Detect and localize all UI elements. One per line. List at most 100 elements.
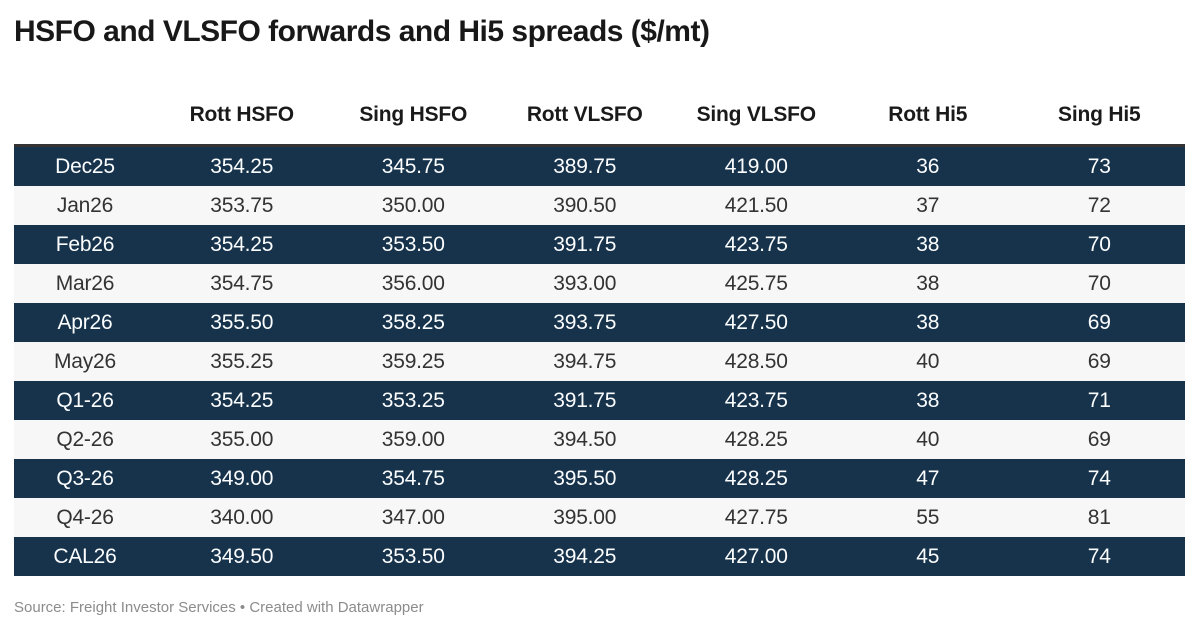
table-body: Dec25 354.25 345.75 389.75 419.00 36 73 Jan26 35… [14, 145, 1185, 576]
value-cell: 37 [916, 193, 940, 217]
value-cell: 428.50 [724, 349, 788, 373]
value-cell: 40 [916, 349, 940, 373]
value-cell: 38 [916, 232, 940, 256]
value-cell: 69 [1087, 349, 1111, 373]
value-cell: 353.50 [381, 232, 445, 256]
value-cell: 350.00 [381, 193, 445, 217]
value-cell: 347.00 [381, 505, 445, 529]
row-label: May26 [53, 349, 117, 373]
row-label: Jan26 [56, 193, 114, 217]
table-row: Q4-26 340.00 347.00 395.00 427.75 55 81 [14, 498, 1185, 537]
value-cell: 394.50 [553, 427, 617, 451]
table-row: Q2-26 355.00 359.00 394.50 428.25 40 69 [14, 420, 1185, 459]
value-cell: 427.75 [724, 505, 788, 529]
value-cell: 393.75 [553, 310, 617, 334]
value-cell: 55 [916, 505, 940, 529]
value-cell: 421.50 [724, 193, 788, 217]
column-header-sing-hi5: Sing Hi5 [1013, 50, 1185, 147]
value-cell: 71 [1087, 388, 1111, 412]
value-cell: 354.75 [381, 466, 445, 490]
value-cell: 340.00 [210, 505, 274, 529]
column-header-sing-hsfo: Sing HSFO [327, 50, 499, 147]
value-cell: 349.50 [210, 544, 274, 568]
column-header-rott-hi5: Rott Hi5 [842, 50, 1014, 147]
value-cell: 358.25 [381, 310, 445, 334]
table-row: Dec25 354.25 345.75 389.75 419.00 36 73 [14, 145, 1185, 186]
row-label: Dec25 [55, 154, 115, 178]
value-cell: 45 [916, 544, 940, 568]
row-label: Q4-26 [56, 505, 114, 529]
value-cell: 345.75 [381, 154, 445, 178]
value-cell: 391.75 [553, 388, 617, 412]
value-cell: 353.25 [381, 388, 445, 412]
value-cell: 428.25 [724, 466, 788, 490]
row-label: Apr26 [57, 310, 113, 334]
row-label: Feb26 [55, 232, 115, 256]
value-cell: 73 [1087, 154, 1111, 178]
column-header-rott-vlsfo: Rott VLSFO [499, 50, 671, 147]
table-row: Q3-26 349.00 354.75 395.50 428.25 47 74 [14, 459, 1185, 498]
row-label: Q3-26 [56, 466, 114, 490]
value-cell: 355.25 [210, 349, 274, 373]
value-cell: 47 [916, 466, 940, 490]
value-cell: 354.75 [210, 271, 274, 295]
value-cell: 353.75 [210, 193, 274, 217]
value-cell: 391.75 [553, 232, 617, 256]
row-label: Q2-26 [56, 427, 114, 451]
value-cell: 427.00 [724, 544, 788, 568]
value-cell: 354.25 [210, 232, 274, 256]
table-row: May26 355.25 359.25 394.75 428.50 40 69 [14, 342, 1185, 381]
value-cell: 359.25 [381, 349, 445, 373]
column-header-sing-vlsfo: Sing VLSFO [670, 50, 842, 147]
row-label: Q1-26 [56, 388, 114, 412]
value-cell: 70 [1087, 271, 1111, 295]
value-cell: 69 [1087, 427, 1111, 451]
value-cell: 356.00 [381, 271, 445, 295]
column-header-rott-hsfo: Rott HSFO [156, 50, 328, 147]
value-cell: 427.50 [724, 310, 788, 334]
source-attribution: Source: Freight Investor Services • Crea… [14, 599, 424, 616]
forwards-table: Rott HSFO Sing HSFO Rott VLSFO Sing VLSF… [14, 50, 1185, 576]
value-cell: 419.00 [724, 154, 788, 178]
table-row: Apr26 355.50 358.25 393.75 427.50 38 69 [14, 303, 1185, 342]
value-cell: 393.00 [553, 271, 617, 295]
row-label: CAL26 [53, 544, 117, 568]
value-cell: 81 [1087, 505, 1111, 529]
page-title: HSFO and VLSFO forwards and Hi5 spreads … [14, 15, 710, 48]
value-cell: 354.25 [210, 154, 274, 178]
header-row: Rott HSFO Sing HSFO Rott VLSFO Sing VLSF… [14, 50, 1185, 147]
table-row: Jan26 353.75 350.00 390.50 421.50 37 72 [14, 186, 1185, 225]
table-row: Feb26 354.25 353.50 391.75 423.75 38 70 [14, 225, 1185, 264]
value-cell: 36 [916, 154, 940, 178]
value-cell: 74 [1087, 544, 1111, 568]
value-cell: 390.50 [553, 193, 617, 217]
value-cell: 395.50 [553, 466, 617, 490]
value-cell: 423.75 [724, 232, 788, 256]
value-cell: 389.75 [553, 154, 617, 178]
value-cell: 38 [916, 388, 940, 412]
value-cell: 359.00 [381, 427, 445, 451]
row-label: Mar26 [55, 271, 115, 295]
value-cell: 394.75 [553, 349, 617, 373]
value-cell: 354.25 [210, 388, 274, 412]
value-cell: 40 [916, 427, 940, 451]
value-cell: 355.00 [210, 427, 274, 451]
value-cell: 70 [1087, 232, 1111, 256]
value-cell: 355.50 [210, 310, 274, 334]
value-cell: 428.25 [724, 427, 788, 451]
value-cell: 74 [1087, 466, 1111, 490]
value-cell: 72 [1087, 193, 1111, 217]
value-cell: 353.50 [381, 544, 445, 568]
value-cell: 423.75 [724, 388, 788, 412]
column-header-period [14, 50, 156, 147]
value-cell: 349.00 [210, 466, 274, 490]
value-cell: 395.00 [553, 505, 617, 529]
table-row: Q1-26 354.25 353.25 391.75 423.75 38 71 [14, 381, 1185, 420]
table-row: Mar26 354.75 356.00 393.00 425.75 38 70 [14, 264, 1185, 303]
value-cell: 69 [1087, 310, 1111, 334]
value-cell: 425.75 [724, 271, 788, 295]
table-row: CAL26 349.50 353.50 394.25 427.00 45 74 [14, 537, 1185, 576]
value-cell: 38 [916, 310, 940, 334]
value-cell: 38 [916, 271, 940, 295]
